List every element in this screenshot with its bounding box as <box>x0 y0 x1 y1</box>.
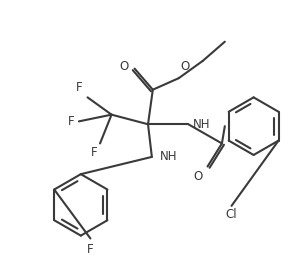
Text: NH: NH <box>193 118 211 131</box>
Text: O: O <box>193 170 203 183</box>
Text: NH: NH <box>159 150 177 163</box>
Text: F: F <box>87 243 94 256</box>
Text: F: F <box>67 115 74 128</box>
Text: O: O <box>181 60 190 73</box>
Text: F: F <box>91 146 97 159</box>
Text: O: O <box>120 60 129 73</box>
Text: Cl: Cl <box>226 208 237 221</box>
Text: F: F <box>76 82 83 95</box>
